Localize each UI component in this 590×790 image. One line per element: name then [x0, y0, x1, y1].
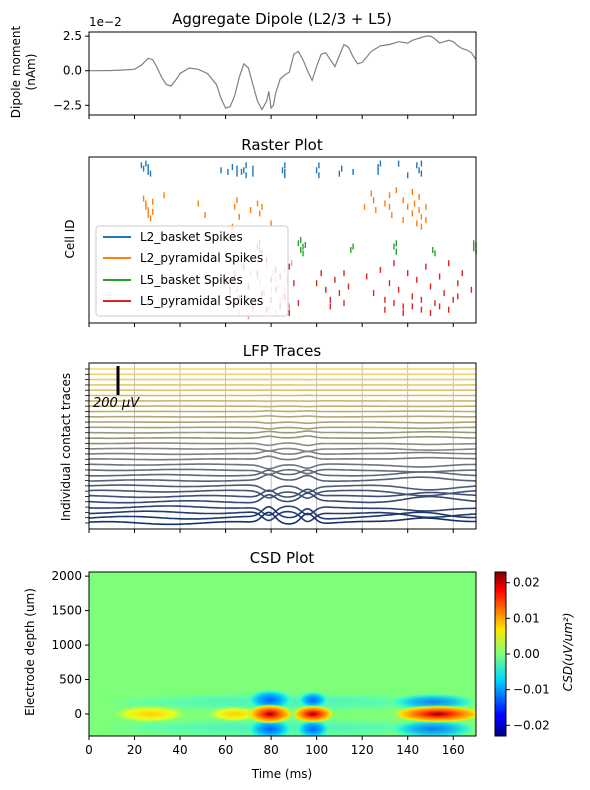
lfp-trace	[89, 426, 476, 430]
colorbar-tick-label: −0.02	[513, 718, 550, 732]
lfp-trace	[88, 505, 476, 520]
csd-event-blue-4	[295, 719, 331, 736]
csd-event-red-2	[291, 705, 335, 723]
csd-event-red-1	[246, 704, 294, 724]
legend-label-l2-pyramidal: L2_pyramidal Spikes	[140, 251, 263, 265]
lfp-scale-bar-label: 200 μV	[93, 396, 140, 411]
dipole-title: Aggregate Dipole (L2/3 + L5)	[172, 10, 392, 28]
lfp-axes-frame	[88, 362, 477, 530]
csd-heatmap	[89, 572, 476, 736]
csd-event-blue-3	[297, 691, 329, 709]
csd-x-tick-label: 140	[396, 743, 419, 757]
colorbar-tick-label: 0.00	[513, 647, 540, 661]
lfp-trace	[89, 405, 476, 408]
dipole-ylabel-line2: (nAm)	[24, 54, 38, 91]
csd-y-tick-label: 1500	[51, 604, 82, 618]
lfp-traces	[88, 368, 477, 526]
csd-x-tick-label: 80	[263, 743, 278, 757]
raster-axes-frame	[88, 156, 477, 324]
csd-xlabel: Time (ms)	[251, 767, 313, 781]
colorbar-tick-label: −0.01	[513, 683, 550, 697]
lfp-trace	[88, 510, 477, 523]
csd-colorbar-label: CSD(uV/um²)	[561, 613, 575, 692]
lfp-trace	[88, 447, 476, 453]
lfp-trace	[89, 442, 476, 447]
lfp-trace	[89, 505, 476, 517]
raster-panel: Raster Plot Cell ID L2_basket Spikes L2_…	[63, 136, 477, 327]
csd-x-tick-label: 20	[127, 743, 142, 757]
csd-colorbar-ticks: −0.02 −0.01 0.00 0.01 0.02	[506, 576, 550, 732]
raster-x-ticks	[88, 323, 454, 327]
lfp-panel: LFP Traces Individual contact traces 200…	[59, 342, 477, 533]
colorbar-tick-label: 0.01	[513, 611, 540, 625]
dipole-y-tick-label: 0.0	[63, 64, 82, 78]
dipole-y-tick-label: −2.5	[53, 98, 82, 112]
csd-event-yellow-1	[110, 705, 190, 723]
csd-panel: CSD Plot 0 500 1000 1500 2000 0 20 40 60 80 100 12…	[23, 549, 575, 781]
csd-x-tick-label: 40	[172, 743, 187, 757]
csd-y-tick-label: 500	[59, 672, 82, 686]
csd-x-tick-label: 60	[218, 743, 233, 757]
csd-ylabel: Electrode depth (um)	[23, 588, 37, 716]
lfp-trace	[88, 463, 476, 470]
csd-colorbar	[494, 571, 507, 737]
lfp-trace	[89, 430, 477, 434]
lfp-y-ticks	[85, 368, 89, 524]
csd-x-tick-label: 100	[305, 743, 328, 757]
lfp-trace	[89, 415, 476, 418]
legend-label-l2-basket: L2_basket Spikes	[140, 230, 243, 244]
dipole-x-ticks	[88, 115, 454, 119]
csd-y-tick-label: 2000	[51, 569, 82, 583]
csd-x-tick-label: 0	[85, 743, 93, 757]
dipole-line	[89, 35, 477, 111]
lfp-trace	[88, 450, 476, 456]
lfp-trace	[88, 484, 477, 494]
dipole-y-ticks: −2.5 0.0 2.5	[53, 29, 89, 112]
lfp-trace	[88, 511, 476, 526]
dipole-offset-text: 1e−2	[89, 15, 122, 29]
lfp-trace	[89, 409, 476, 413]
dipole-ylabel-line1: Dipole moment	[9, 25, 23, 118]
legend-box	[95, 225, 289, 317]
csd-y-tick-label: 1000	[51, 638, 82, 652]
csd-x-tick-label: 120	[351, 743, 374, 757]
lfp-ylabel: Individual contact traces	[59, 373, 73, 521]
lfp-trace	[89, 421, 476, 425]
dipole-y-axis-label: Dipole moment (nAm)	[9, 25, 38, 118]
csd-y-tick-label: 0	[74, 707, 82, 721]
csd-event-blue-6	[388, 719, 476, 736]
lfp-trace	[88, 473, 476, 482]
raster-title: Raster Plot	[241, 136, 323, 154]
csd-event-red-3	[390, 705, 476, 723]
lfp-title: LFP Traces	[243, 342, 322, 360]
csd-title: CSD Plot	[250, 549, 315, 567]
csd-x-tick-label: 160	[442, 743, 465, 757]
legend-label-l5-basket: L5_basket Spikes	[140, 273, 243, 287]
csd-y-ticks: 0 500 1000 1500 2000	[51, 569, 89, 721]
lfp-x-ticks	[88, 529, 454, 533]
lfp-trace	[89, 455, 476, 461]
raster-ylabel: Cell ID	[63, 219, 77, 258]
lfp-trace	[88, 488, 477, 499]
csd-x-ticks: 0 20 40 60 80 100 120 140 160	[85, 736, 465, 757]
colorbar-tick-label: 0.02	[513, 576, 540, 590]
lfp-trace	[89, 469, 477, 477]
lfp-trace	[88, 435, 476, 440]
lfp-trace	[88, 492, 477, 504]
csd-axes-frame	[88, 571, 477, 737]
lfp-grid	[88, 363, 454, 529]
dipole-panel: Aggregate Dipole (L2/3 + L5) 1e−2 Dipole…	[9, 10, 477, 119]
dipole-y-tick-label: 2.5	[63, 29, 82, 43]
legend-label-l5-pyramidal: L5_pyramidal Spikes	[140, 294, 263, 308]
raster-legend: L2_basket Spikes L2_pyramidal Spikes L5_…	[95, 225, 289, 317]
lfp-trace	[88, 489, 477, 500]
dipole-axes-frame	[88, 31, 477, 116]
